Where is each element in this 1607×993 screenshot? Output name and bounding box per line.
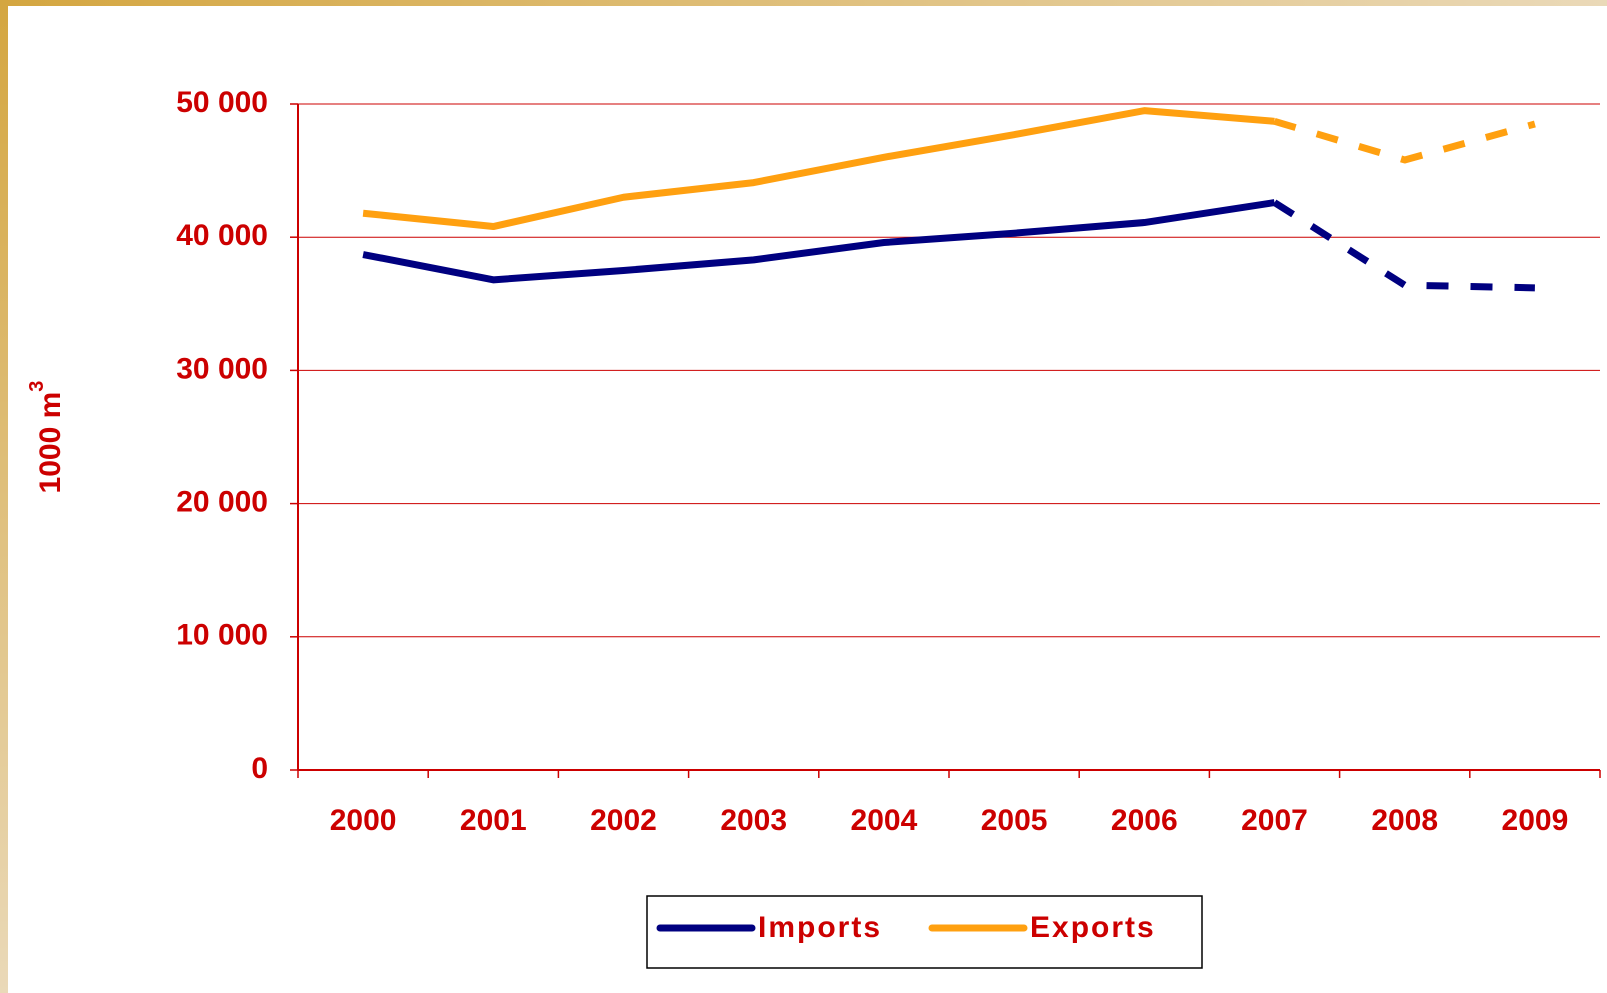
y-tick-label: 30 000: [176, 352, 268, 385]
y-tick-label: 40 000: [176, 219, 268, 252]
top-border: [0, 0, 1607, 6]
series-line-dashed: [1273, 117, 1536, 164]
y-tick-label: 20 000: [176, 486, 268, 519]
x-tick-label: 2005: [981, 804, 1048, 837]
series-line: [362, 199, 1276, 284]
y-tick-label: 0: [251, 752, 268, 785]
x-tick-label: 2009: [1502, 804, 1569, 837]
x-tick-label: 2000: [330, 804, 397, 837]
legend-label: Exports: [1030, 911, 1156, 944]
legend-box: [646, 895, 1203, 969]
x-tick-label: 2008: [1371, 804, 1438, 837]
series-line: [362, 107, 1275, 231]
x-tick-label: 2001: [460, 804, 527, 837]
x-tick-label: 2004: [851, 804, 918, 837]
y-axis-label-text: 1000 m: [34, 392, 67, 494]
left-border: [0, 0, 8, 993]
legend-label: Imports: [758, 911, 882, 944]
x-tick-label: 2007: [1241, 804, 1308, 837]
x-tick-label: 2002: [590, 804, 657, 837]
y-tick-label: 50 000: [176, 86, 268, 119]
y-axis-label: 1000 m3: [26, 381, 67, 494]
y-tick-label: 10 000: [176, 619, 268, 652]
y-axis-label-sup: 3: [26, 381, 48, 392]
x-tick-label: 2006: [1111, 804, 1178, 837]
x-tick-label: 2003: [720, 804, 787, 837]
series-line-dashed: [1272, 199, 1535, 292]
